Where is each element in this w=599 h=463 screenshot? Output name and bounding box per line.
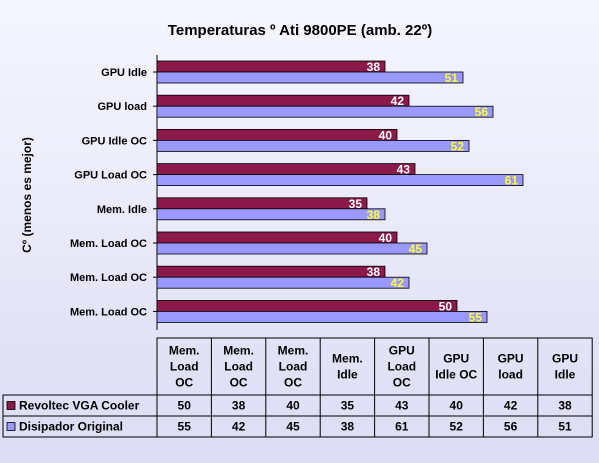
table-header: Mem. (223, 344, 254, 358)
data-label-original: 45 (409, 242, 423, 256)
table-header: GPU (498, 352, 524, 366)
category-label: Mem. Load OC (70, 272, 147, 284)
bar-revoltec (156, 128, 398, 141)
table-header: GPU (443, 352, 469, 366)
category-label: Mem. Idle (97, 204, 147, 216)
data-label-revoltec: 35 (349, 197, 363, 211)
table-cell: 42 (504, 399, 518, 413)
data-label-revoltec: 40 (379, 128, 393, 142)
bar-original (156, 208, 386, 221)
bar-revoltec (156, 231, 398, 244)
table-header: GPU (389, 344, 415, 358)
data-table: Mem. Load OC Mem. Load OC Mem. Load OC Mem. Idle GP… (2, 337, 593, 438)
bar-revoltec (156, 299, 458, 312)
axes (153, 55, 158, 330)
legend-label: Revoltec VGA Cooler (19, 399, 140, 413)
data-label-revoltec: 38 (367, 60, 381, 74)
table-cell: 52 (450, 420, 464, 434)
chart-title: Temperaturas º Ati 9800PE (amb. 22º) (168, 22, 432, 39)
table-header: Load (224, 360, 253, 374)
legend-swatch (6, 422, 16, 431)
bar-original (156, 242, 428, 255)
bars: 38 51 42 56 40 52 43 61 35 38 40 45 38 42 50 55 (156, 60, 524, 324)
category-labels: GPU Idle GPU load GPU Idle OC GPU Load OC Me… (70, 67, 147, 318)
data-label-original: 61 (505, 174, 519, 188)
data-label-revoltec: 40 (379, 231, 393, 245)
data-label-revoltec: 42 (391, 94, 405, 108)
table-cell: 51 (558, 420, 572, 434)
bar-original (156, 139, 470, 152)
bar-revoltec (156, 197, 368, 210)
y-axis-label: Cº (menos es mejor) (20, 137, 34, 253)
bar-original (156, 71, 464, 84)
table-cell: 38 (558, 399, 572, 413)
bar-original (156, 174, 524, 187)
bar-revoltec (156, 94, 410, 107)
table-cell: 40 (286, 399, 300, 413)
legend-swatch (6, 401, 16, 410)
bar-original (156, 310, 488, 323)
table-cell: 55 (178, 420, 192, 434)
table-header: OC (230, 376, 248, 390)
data-label-original: 51 (445, 71, 459, 85)
table-cell: 43 (395, 399, 409, 413)
table-header: Load (170, 360, 199, 374)
table-cell: 61 (395, 420, 409, 434)
table-header: Mem. (169, 344, 200, 358)
table-header: Idle (337, 368, 358, 382)
table-header: OC (284, 376, 302, 390)
table-cell: 38 (232, 399, 246, 413)
table-header: Load (387, 360, 416, 374)
legend-label: Disipador Original (19, 420, 123, 434)
bar-revoltec (156, 60, 386, 73)
table-header: Idle OC (435, 368, 477, 382)
bar-original (156, 276, 410, 289)
data-label-original: 42 (391, 276, 405, 290)
table-cell: 45 (286, 420, 300, 434)
table-cell: 50 (178, 399, 192, 413)
table-header: load (498, 368, 523, 382)
table-header: OC (175, 376, 193, 390)
table-cell: 35 (341, 399, 355, 413)
data-label-original: 56 (475, 105, 489, 119)
table-header: GPU (552, 352, 578, 366)
table-header: OC (393, 376, 411, 390)
category-label: GPU load (97, 101, 147, 113)
bar-original (156, 105, 494, 118)
category-label: Mem. Load OC (70, 238, 147, 250)
data-label-original: 55 (469, 310, 483, 324)
category-label: GPU Idle (101, 67, 147, 79)
table-header: Mem. (278, 344, 309, 358)
table-cell: 42 (232, 420, 246, 434)
data-label-revoltec: 50 (439, 299, 453, 313)
bar-revoltec (156, 163, 416, 176)
bar-revoltec (156, 265, 386, 278)
data-label-original: 38 (367, 208, 381, 222)
table-cell: 38 (341, 420, 355, 434)
data-label-revoltec: 38 (367, 265, 381, 279)
category-label: GPU Load OC (74, 170, 147, 182)
table-header: Mem. (332, 352, 363, 366)
category-label: GPU Idle OC (82, 135, 147, 147)
data-label-revoltec: 43 (397, 163, 411, 177)
table-header: Load (279, 360, 308, 374)
category-label: Mem. Load OC (70, 306, 147, 318)
table-cell: 40 (450, 399, 464, 413)
table-header: Idle (555, 368, 576, 382)
data-label-original: 52 (451, 139, 465, 153)
table-cell: 56 (504, 420, 518, 434)
